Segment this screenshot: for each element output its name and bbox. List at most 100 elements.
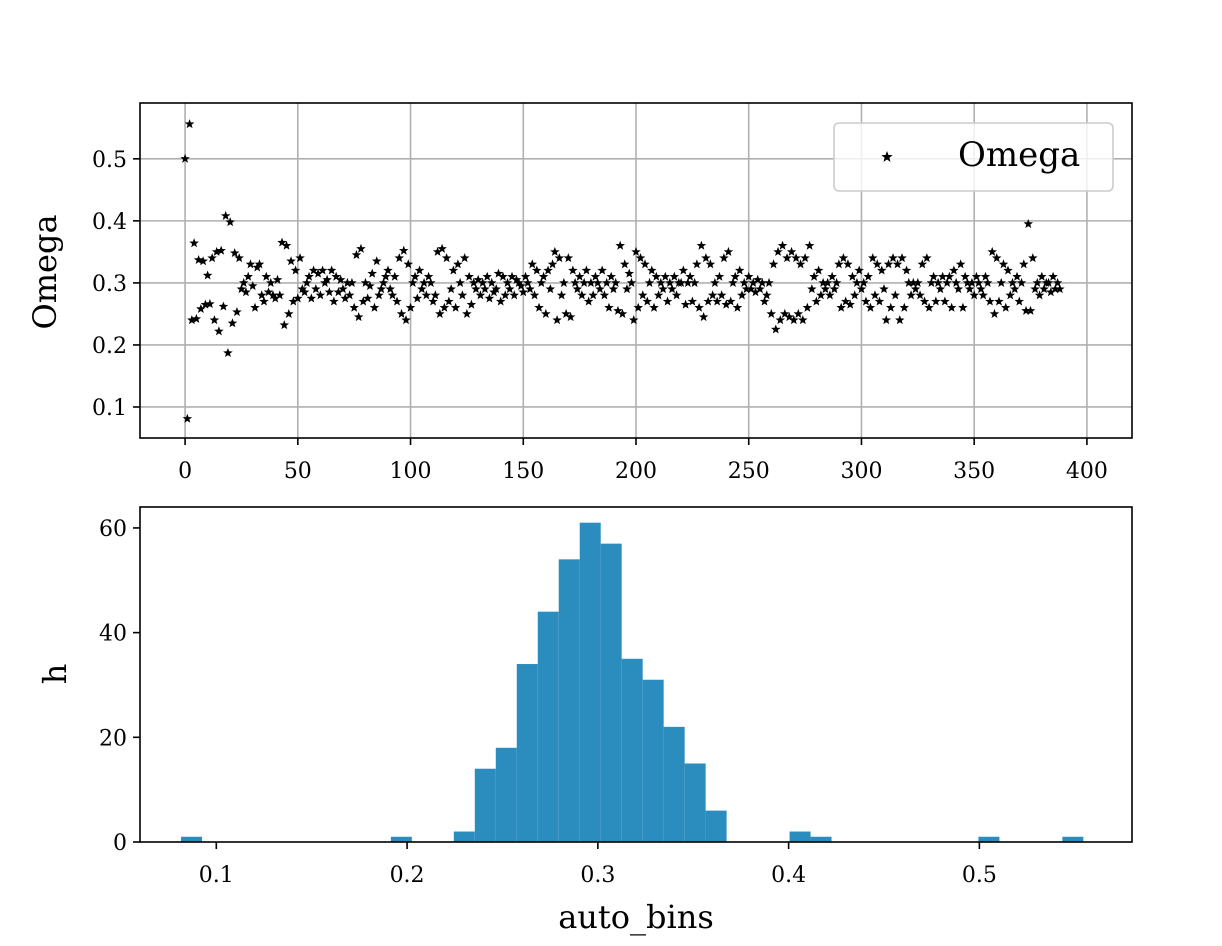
scatter-point: [662, 296, 673, 306]
scatter-x-tick-label: 400: [1066, 459, 1108, 484]
scatter-point: [214, 326, 224, 336]
scatter-point: [933, 277, 943, 287]
scatter-point: [583, 296, 594, 306]
scatter-point: [480, 284, 490, 294]
scatter-point: [1007, 277, 1018, 287]
scatter-point: [250, 302, 260, 312]
scatter-point: [338, 284, 348, 294]
scatter-point: [565, 312, 576, 322]
scatter-point: [390, 271, 400, 281]
scatter-point: [904, 277, 914, 287]
scatter-point: [272, 274, 283, 284]
scatter-point: [349, 302, 359, 312]
histogram-bar: [181, 836, 202, 842]
scatter-point: [394, 253, 405, 263]
scatter-point: [872, 259, 882, 269]
legend-star-marker: [881, 151, 893, 162]
scatter-point: [678, 265, 689, 275]
scatter-point: [712, 296, 722, 306]
scatter-point: [926, 277, 937, 287]
scatter-point: [475, 290, 486, 300]
scatter-point: [209, 315, 220, 325]
scatter-point: [892, 259, 903, 269]
histogram-bar: [663, 726, 685, 842]
scatter-point: [247, 281, 258, 291]
histogram-y-tick-label: 20: [99, 726, 127, 751]
scatter-point: [604, 302, 614, 312]
scatter-point: [915, 290, 925, 300]
scatter-point: [536, 277, 547, 287]
scatter-point: [714, 271, 725, 281]
scatter-point: [538, 271, 549, 281]
scatter-point: [421, 290, 432, 300]
scatter-point: [863, 271, 873, 281]
scatter-point: [284, 308, 294, 318]
scatter-point: [259, 296, 269, 306]
scatter-point: [895, 315, 905, 325]
scatter-point: [450, 302, 461, 312]
scatter-point: [633, 302, 644, 312]
scatter-point: [996, 277, 1006, 287]
scatter-point: [534, 302, 544, 312]
scatter-point: [387, 290, 398, 300]
scatter-point: [491, 284, 501, 294]
scatter-point: [529, 290, 540, 300]
scatter-point: [439, 302, 450, 312]
scatter-point: [913, 277, 923, 287]
scatter-legend: Omega: [833, 122, 1114, 192]
scatter-point: [311, 284, 321, 294]
scatter-point: [329, 296, 339, 306]
scatter-point: [401, 315, 411, 325]
scatter-point: [1012, 271, 1022, 281]
scatter-point: [435, 308, 445, 318]
scatter-x-tick-label: 200: [615, 459, 657, 484]
scatter-point: [1014, 296, 1025, 306]
scatter-point: [322, 274, 332, 284]
scatter-point: [532, 265, 542, 275]
scatter-point: [1021, 305, 1031, 315]
scatter-point: [205, 299, 215, 309]
scatter-y-tick-label: 0.5: [92, 148, 127, 173]
scatter-point: [392, 296, 402, 306]
scatter-point: [775, 315, 786, 325]
scatter-point: [822, 277, 833, 287]
scatter-point: [858, 277, 869, 287]
scatter-point: [886, 302, 896, 312]
scatter-point: [198, 256, 208, 266]
scatter-point: [1034, 290, 1045, 300]
scatter-point: [595, 284, 605, 294]
scatter-point: [901, 265, 912, 275]
scatter-point: [568, 265, 578, 275]
scatter-point: [241, 287, 251, 297]
scatter-point: [1055, 284, 1065, 294]
scatter-point: [737, 290, 747, 300]
scatter-point: [653, 290, 664, 300]
scatter-point: [847, 271, 858, 281]
scatter-point: [374, 290, 384, 300]
scatter-point: [238, 277, 249, 287]
scatter-point: [324, 287, 335, 297]
scatter-point: [732, 302, 743, 312]
scatter-point: [838, 253, 849, 263]
scatter-point: [768, 259, 779, 269]
histogram-bar: [600, 543, 622, 842]
scatter-point: [371, 256, 382, 266]
scatter-point: [870, 290, 880, 300]
scatter-point: [780, 308, 790, 318]
scatter-point: [403, 259, 414, 269]
histogram-bar: [474, 768, 496, 842]
scatter-point: [642, 296, 653, 306]
scatter-point: [545, 284, 556, 294]
scatter-y-tick-label: 0.3: [92, 272, 127, 297]
histogram-x-axis-title: auto_bins: [558, 898, 714, 936]
scatter-x-tick-label: 0: [178, 459, 192, 484]
scatter-point: [978, 290, 988, 300]
scatter-point: [1028, 253, 1038, 263]
scatter-point: [523, 277, 533, 287]
histogram-x-tick-label: 0.2: [390, 863, 425, 888]
scatter-point: [498, 271, 508, 281]
scatter-point: [581, 265, 592, 275]
scatter-point: [865, 302, 876, 312]
scatter-point: [543, 265, 553, 275]
omega-scatter-plot: 0 50 100 150 200 250 300 350 4000.10.20.30.40.5 …: [26, 102, 1133, 484]
